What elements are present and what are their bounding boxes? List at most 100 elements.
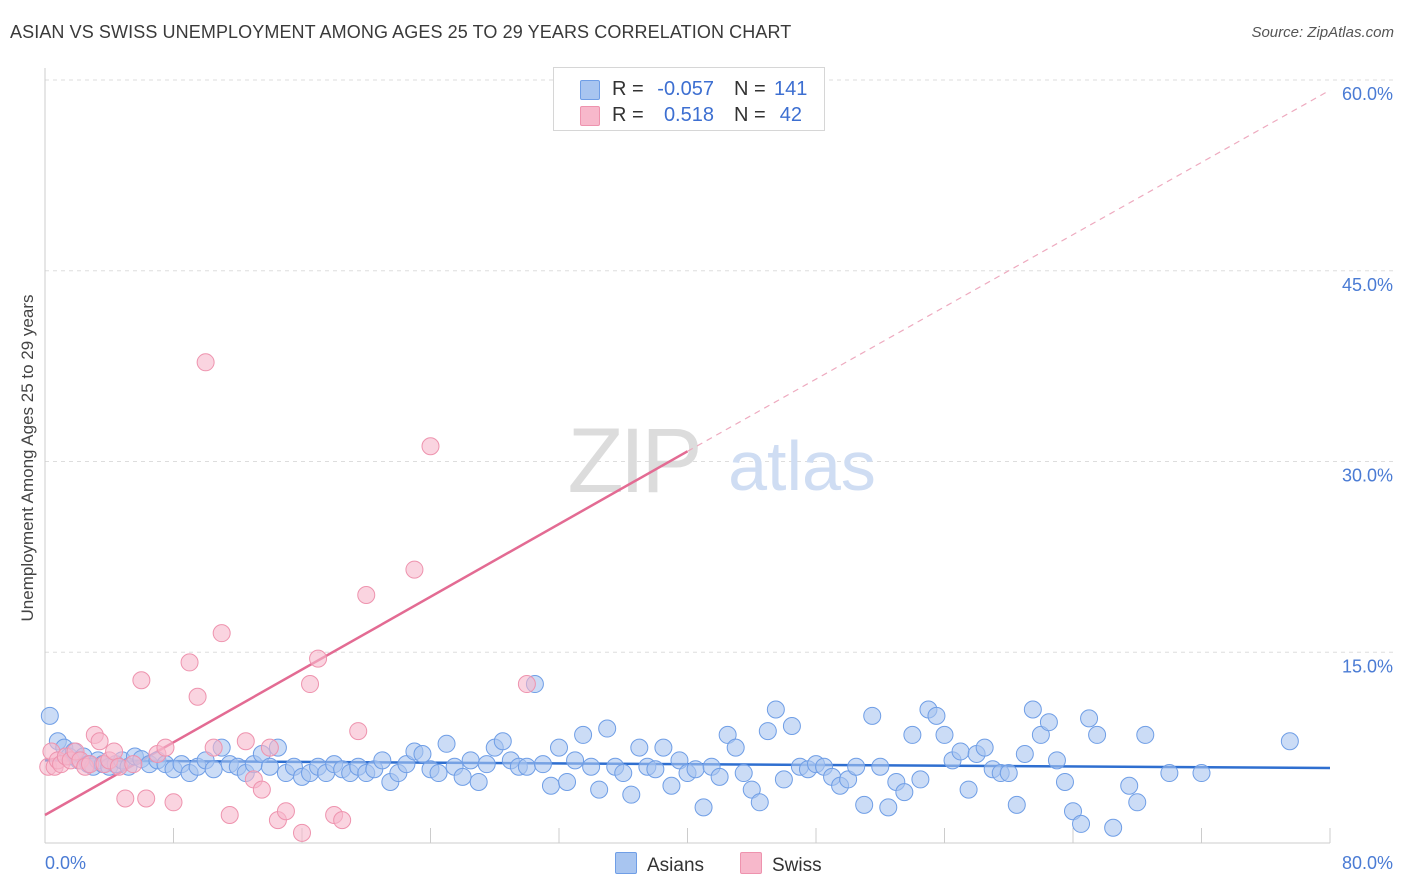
swiss-point bbox=[405, 560, 424, 579]
asians-point bbox=[734, 764, 753, 783]
asians-point bbox=[517, 757, 536, 776]
asians-point bbox=[999, 764, 1018, 783]
swiss-point bbox=[293, 823, 311, 842]
asians-point bbox=[574, 725, 593, 744]
asians-point bbox=[911, 770, 930, 789]
asians-point bbox=[1280, 732, 1299, 751]
watermark-atlas: atlas bbox=[728, 427, 876, 505]
swiss-point bbox=[212, 624, 231, 643]
asians-point bbox=[839, 770, 858, 789]
r-label: R = bbox=[612, 78, 644, 100]
swiss-point bbox=[105, 742, 124, 761]
asians-point bbox=[758, 722, 777, 741]
asians-point bbox=[461, 751, 480, 770]
asians-point bbox=[710, 767, 729, 786]
asians-point bbox=[493, 732, 512, 751]
asians-point bbox=[855, 795, 874, 814]
asians-point bbox=[1055, 772, 1074, 791]
asians-point bbox=[903, 725, 922, 744]
n-label: N = bbox=[734, 78, 766, 100]
swiss-trend-extension bbox=[687, 89, 1331, 452]
y-axis-label: Unemployment Among Ages 25 to 29 years bbox=[18, 294, 37, 622]
swiss-point bbox=[90, 732, 109, 751]
swiss-point bbox=[309, 649, 328, 668]
swiss-point bbox=[124, 755, 143, 774]
swiss-swatch bbox=[580, 106, 600, 126]
asians-swatch bbox=[580, 80, 600, 100]
asians-point bbox=[598, 719, 617, 738]
asians-point bbox=[750, 793, 769, 812]
asians-point bbox=[670, 751, 689, 770]
asians-point bbox=[718, 725, 737, 744]
asians-point bbox=[1007, 795, 1026, 814]
swiss-point bbox=[301, 675, 320, 694]
swiss-point bbox=[260, 738, 279, 757]
asians-point bbox=[879, 798, 898, 817]
asians-point bbox=[1120, 776, 1139, 795]
asians-point bbox=[541, 776, 560, 795]
asians-point bbox=[630, 738, 649, 757]
asians-point bbox=[959, 780, 978, 799]
n-label: N = bbox=[734, 104, 766, 126]
n-value: 42 bbox=[779, 104, 802, 126]
gridlines bbox=[45, 79, 1395, 653]
asians-point bbox=[453, 767, 472, 786]
asians-point bbox=[935, 725, 954, 744]
asians-point bbox=[686, 760, 705, 779]
asians-point bbox=[558, 772, 577, 791]
n-value: 141 bbox=[774, 78, 808, 100]
x-tick-label-min: 0.0% bbox=[45, 853, 86, 873]
y-tick-label: 30.0% bbox=[1342, 466, 1393, 486]
legend-item-asians[interactable]: Asians bbox=[615, 852, 704, 877]
asians-point bbox=[895, 783, 914, 802]
source-label: Source: ZipAtlas.com bbox=[1251, 24, 1394, 41]
asians-point bbox=[1136, 725, 1155, 744]
swiss-point bbox=[349, 722, 368, 741]
asians-point bbox=[204, 760, 223, 779]
asians-point bbox=[590, 780, 609, 799]
asians-point bbox=[1128, 793, 1147, 812]
swiss-point bbox=[196, 353, 215, 372]
asians-point bbox=[582, 757, 601, 776]
x-tick-label-max: 80.0% bbox=[1342, 853, 1393, 873]
swiss-legend-label: Swiss bbox=[772, 855, 822, 876]
r-value: 0.518 bbox=[663, 104, 714, 126]
asians-point bbox=[1080, 709, 1099, 728]
asians-point bbox=[40, 706, 59, 725]
swiss-point bbox=[137, 789, 156, 808]
swiss-point bbox=[333, 811, 352, 830]
asians-point bbox=[1192, 764, 1211, 783]
asians-point bbox=[662, 776, 681, 795]
legend-item-swiss[interactable]: Swiss bbox=[740, 852, 822, 877]
asians-point bbox=[654, 738, 673, 757]
asians-point bbox=[694, 798, 713, 817]
swiss-point bbox=[188, 687, 207, 706]
asians-point bbox=[871, 757, 890, 776]
watermark-zip: ZIP bbox=[567, 410, 698, 512]
legend-row-asians: R = -0.057 N = 141 bbox=[554, 75, 824, 101]
asians-point bbox=[437, 734, 456, 753]
asians-point bbox=[1039, 713, 1058, 732]
swiss-point bbox=[164, 793, 183, 812]
asians-point bbox=[774, 770, 793, 789]
swiss-point bbox=[236, 732, 255, 751]
swiss-point bbox=[116, 789, 135, 808]
asians-point bbox=[429, 764, 448, 783]
swiss-point bbox=[517, 675, 536, 694]
asians-point bbox=[533, 755, 552, 774]
y-tick-label: 60.0% bbox=[1342, 84, 1393, 104]
watermark: ZIP atlas bbox=[567, 410, 876, 512]
asians-point bbox=[975, 738, 994, 757]
asians-point bbox=[1047, 751, 1066, 770]
trend-lines bbox=[44, 89, 1331, 817]
swiss-legend-swatch bbox=[740, 852, 762, 874]
asians-point bbox=[413, 744, 432, 763]
asians-point bbox=[1064, 802, 1082, 821]
asians-point bbox=[614, 764, 633, 783]
asians-point bbox=[477, 755, 496, 774]
swiss-point bbox=[220, 806, 239, 825]
swiss-point bbox=[421, 437, 440, 456]
asians-point bbox=[1015, 744, 1034, 763]
swiss-point bbox=[156, 738, 175, 757]
